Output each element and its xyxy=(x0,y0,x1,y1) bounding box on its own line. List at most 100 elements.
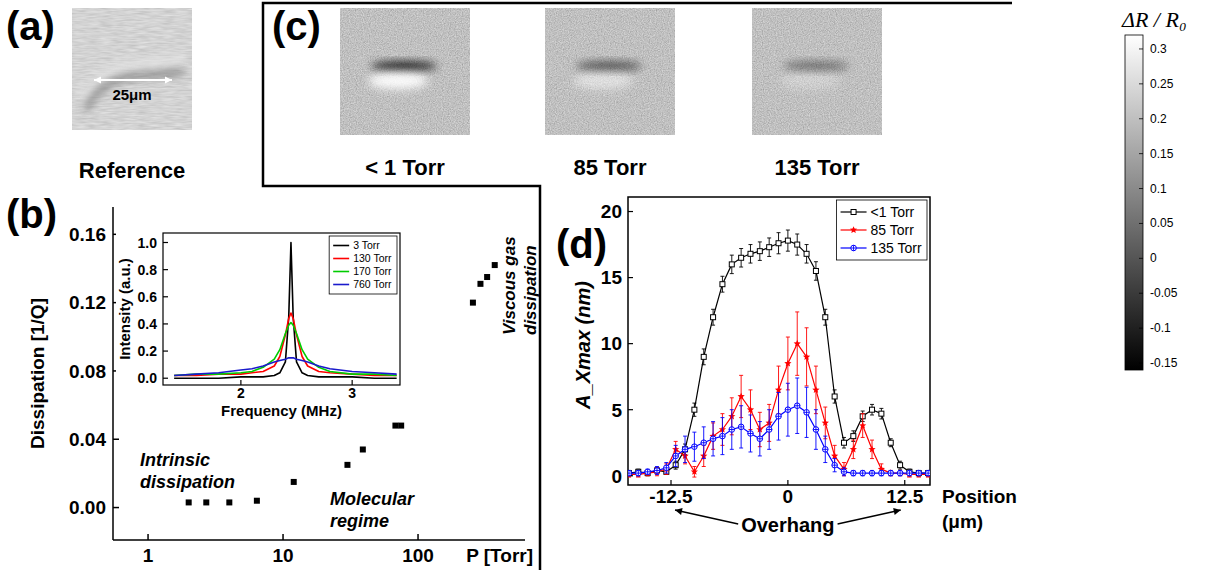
data-point xyxy=(776,414,782,420)
marker-plus xyxy=(776,414,782,420)
y-tick-label: 15 xyxy=(601,267,623,288)
data-point xyxy=(916,471,921,476)
colorbar-title: ΔR / R₀ xyxy=(1121,7,1187,32)
data-point xyxy=(767,245,772,250)
micrograph-background xyxy=(72,8,192,130)
data-point xyxy=(692,444,698,450)
y-tick xyxy=(163,378,168,379)
error-bar xyxy=(628,470,631,475)
annotation-arrow xyxy=(675,508,738,524)
data-point xyxy=(683,447,688,452)
error-bar xyxy=(879,470,883,475)
x-tick xyxy=(904,480,905,485)
data-point xyxy=(795,242,800,247)
micrograph-feature xyxy=(573,73,633,89)
marker-plus xyxy=(654,468,660,474)
error-bar xyxy=(870,404,874,415)
error-bar xyxy=(907,470,911,475)
colorbar-tick xyxy=(1139,223,1143,224)
error-bar xyxy=(870,470,874,475)
marker-plus xyxy=(813,427,819,433)
legend-line xyxy=(333,271,349,273)
error-bar xyxy=(702,427,706,459)
data-point xyxy=(654,468,660,474)
series-line xyxy=(174,243,397,379)
x-axis-title: Position(μm) xyxy=(942,486,1017,532)
y-tick xyxy=(628,409,633,410)
plot-frame xyxy=(628,197,930,485)
data-point xyxy=(860,470,866,476)
colorbar xyxy=(1125,35,1143,370)
legend-label: 135 Torr xyxy=(871,240,922,256)
error-bar xyxy=(748,415,752,452)
micrograph xyxy=(340,8,470,135)
micrograph-background xyxy=(340,8,470,135)
marker-plus xyxy=(664,465,670,471)
error-bar xyxy=(739,406,743,448)
micrograph-feature xyxy=(780,73,840,89)
error-bar xyxy=(702,349,706,365)
y-tick xyxy=(163,269,168,270)
x-tick-label: 100 xyxy=(402,545,434,566)
series-line xyxy=(174,358,397,376)
annotation-arrow xyxy=(838,508,901,524)
legend-label: 170 Torr xyxy=(353,265,392,277)
y-tick-label: 5 xyxy=(611,400,622,421)
data-point xyxy=(673,453,679,459)
data-point xyxy=(203,499,209,505)
marker-plus xyxy=(822,447,828,453)
data-point xyxy=(926,471,930,476)
error-bar xyxy=(655,467,659,475)
data-point xyxy=(747,406,754,413)
error-bar xyxy=(814,410,818,450)
error-bar xyxy=(786,383,790,436)
error-bar xyxy=(720,276,724,292)
colorbar-tick-label: 0 xyxy=(1150,251,1157,265)
error-bar xyxy=(889,470,893,475)
marker-plus xyxy=(785,407,791,413)
marker-plus xyxy=(645,469,651,475)
marker-plus xyxy=(916,470,922,476)
series-line xyxy=(629,241,928,474)
y-tick-label: 20 xyxy=(601,201,622,222)
image-caption: 135 Torr xyxy=(774,155,860,180)
data-point xyxy=(887,469,894,476)
micrograph-feature xyxy=(576,61,642,71)
colorbar-tick-label: 0.1 xyxy=(1150,182,1167,196)
data-point xyxy=(711,315,716,320)
arrow-shaft xyxy=(675,510,738,524)
marker-plus xyxy=(738,424,744,430)
data-point xyxy=(794,403,800,409)
marker-circle xyxy=(748,431,754,437)
scale-bar-label: 25μm xyxy=(112,86,151,103)
colorbar-tick xyxy=(1139,83,1143,84)
data-point xyxy=(291,479,297,485)
y-tick xyxy=(163,323,168,324)
x-axis-title: Frequency (MHz) xyxy=(221,402,342,419)
data-point xyxy=(832,394,837,399)
legend-marker xyxy=(850,226,857,233)
x-tick-label: 0 xyxy=(783,486,794,507)
error-bar xyxy=(767,410,771,450)
x-tick-label: -12.5 xyxy=(649,486,693,507)
data-point xyxy=(645,469,651,475)
colorbar-tick-label: -0.05 xyxy=(1150,286,1178,300)
error-bar xyxy=(692,403,696,416)
text-line: Intrinsic xyxy=(140,450,210,470)
inset-background xyxy=(116,228,406,421)
marker-circle xyxy=(628,470,632,476)
error-bar xyxy=(814,262,818,280)
data-point xyxy=(477,281,483,287)
data-point xyxy=(682,447,688,453)
data-point xyxy=(803,353,810,360)
data-point xyxy=(868,446,875,453)
data-point xyxy=(906,471,913,478)
marker-circle xyxy=(664,465,670,471)
marker-circle xyxy=(785,407,791,413)
error-bar xyxy=(879,408,883,419)
marker-circle xyxy=(720,433,726,439)
data-point xyxy=(785,407,791,413)
colorbar-tick xyxy=(1139,153,1143,154)
data-point xyxy=(907,470,913,476)
marker-circle xyxy=(851,470,857,476)
